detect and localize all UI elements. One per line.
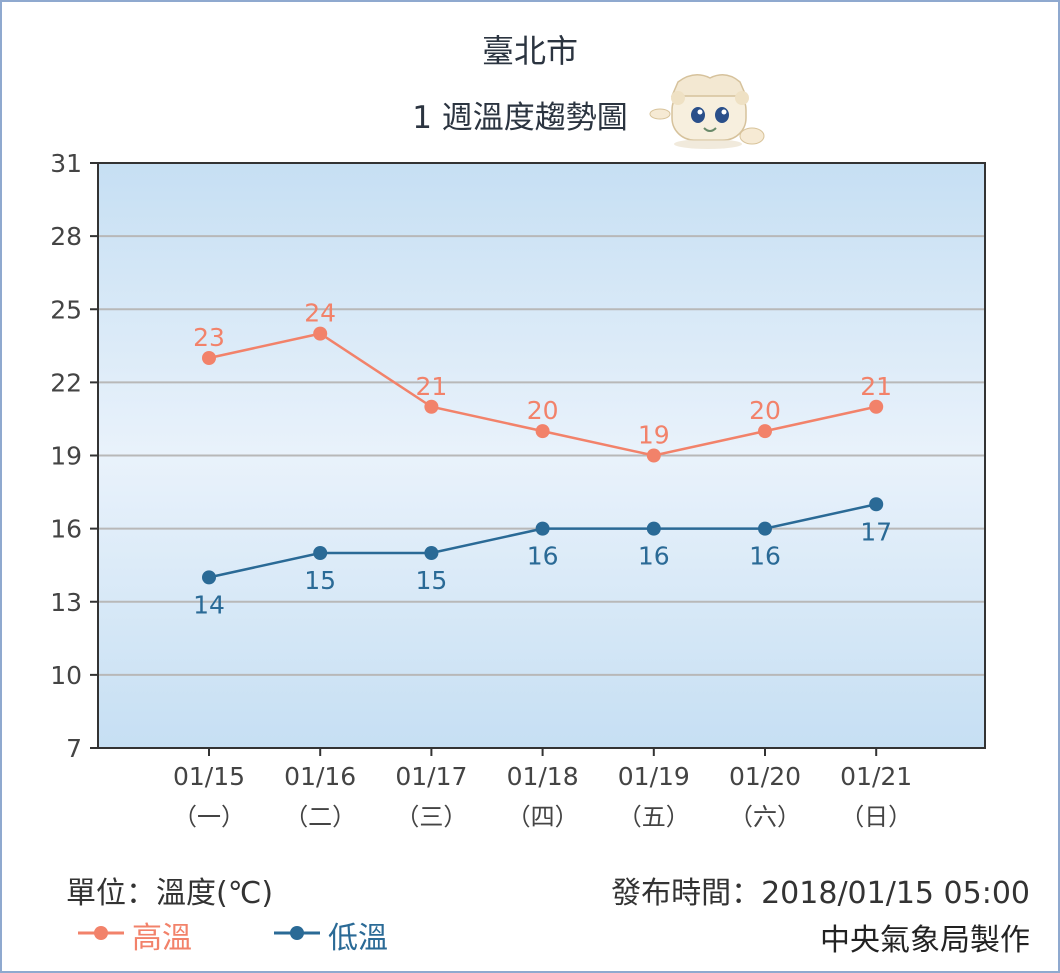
x-tick-label: 01/15 xyxy=(173,762,245,791)
y-tick-label: 13 xyxy=(50,588,82,617)
data-label-low: 15 xyxy=(304,566,336,595)
y-tick-label: 28 xyxy=(50,222,82,251)
data-point-low xyxy=(758,521,772,536)
y-tick-label: 7 xyxy=(66,734,82,763)
x-tick-label: 01/18 xyxy=(507,762,579,791)
x-weekday-label: （二） xyxy=(284,803,356,831)
x-tick-label: 01/17 xyxy=(395,762,467,791)
data-label-high: 20 xyxy=(749,396,781,425)
data-point-high xyxy=(313,326,328,341)
data-point-low xyxy=(869,497,884,512)
data-label-high: 20 xyxy=(527,396,559,425)
x-tick-label: 01/21 xyxy=(840,762,912,791)
y-tick-label: 25 xyxy=(50,295,82,324)
data-label-high: 24 xyxy=(304,299,336,328)
data-point-high xyxy=(869,399,884,414)
x-weekday-label: （一） xyxy=(173,803,245,831)
plot-border xyxy=(97,162,986,749)
data-point-low xyxy=(535,521,550,536)
data-label-low: 16 xyxy=(527,542,559,571)
x-weekday-label: （五） xyxy=(618,803,690,831)
x-weekday-label: （日） xyxy=(840,803,912,831)
x-weekday-label: （四） xyxy=(507,803,579,831)
x-tick-label: 01/20 xyxy=(729,762,801,791)
data-point-high xyxy=(646,448,661,463)
x-tick-label: 01/19 xyxy=(618,762,690,791)
data-point-high xyxy=(535,424,550,439)
x-tick-label: 01/16 xyxy=(284,762,356,791)
legend-marker-low xyxy=(274,926,320,940)
publish-time: 發布時間：2018/01/15 05:00 xyxy=(611,876,1030,911)
data-label-high: 21 xyxy=(860,372,892,401)
y-tick-label: 16 xyxy=(50,515,82,544)
legend-label-low: 低溫 xyxy=(328,921,388,956)
y-tick-label: 10 xyxy=(50,661,82,690)
legend-marker-high xyxy=(78,926,124,940)
y-tick-label: 31 xyxy=(50,149,82,178)
data-point-high xyxy=(758,424,772,439)
data-label-low: 17 xyxy=(860,517,892,546)
unit-label: 單位：溫度(℃) xyxy=(66,876,274,911)
maker-credit: 中央氣象局製作 xyxy=(820,923,1030,958)
x-weekday-label: （三） xyxy=(395,803,467,831)
data-label-low: 16 xyxy=(749,542,781,571)
data-point-low xyxy=(202,570,216,585)
data-point-high xyxy=(202,351,216,365)
data-point-low xyxy=(424,546,439,560)
data-point-high xyxy=(424,399,439,414)
legend-label-high: 高溫 xyxy=(132,921,192,956)
data-label-low: 14 xyxy=(193,590,225,619)
data-label-low: 16 xyxy=(638,542,670,571)
chart-title: 臺北市 xyxy=(481,32,578,70)
y-tick-label: 22 xyxy=(50,368,82,397)
x-weekday-label: （六） xyxy=(729,803,801,831)
weather-mascot-icon xyxy=(649,74,765,149)
data-label-high: 23 xyxy=(193,323,225,352)
data-point-low xyxy=(646,521,661,536)
data-point-low xyxy=(313,546,328,560)
data-label-high: 19 xyxy=(638,421,670,450)
y-tick-label: 19 xyxy=(50,442,82,471)
chart-subtitle: 1 週溫度趨勢圖 xyxy=(412,100,628,136)
data-label-low: 15 xyxy=(415,566,447,595)
data-label-high: 21 xyxy=(415,372,447,401)
